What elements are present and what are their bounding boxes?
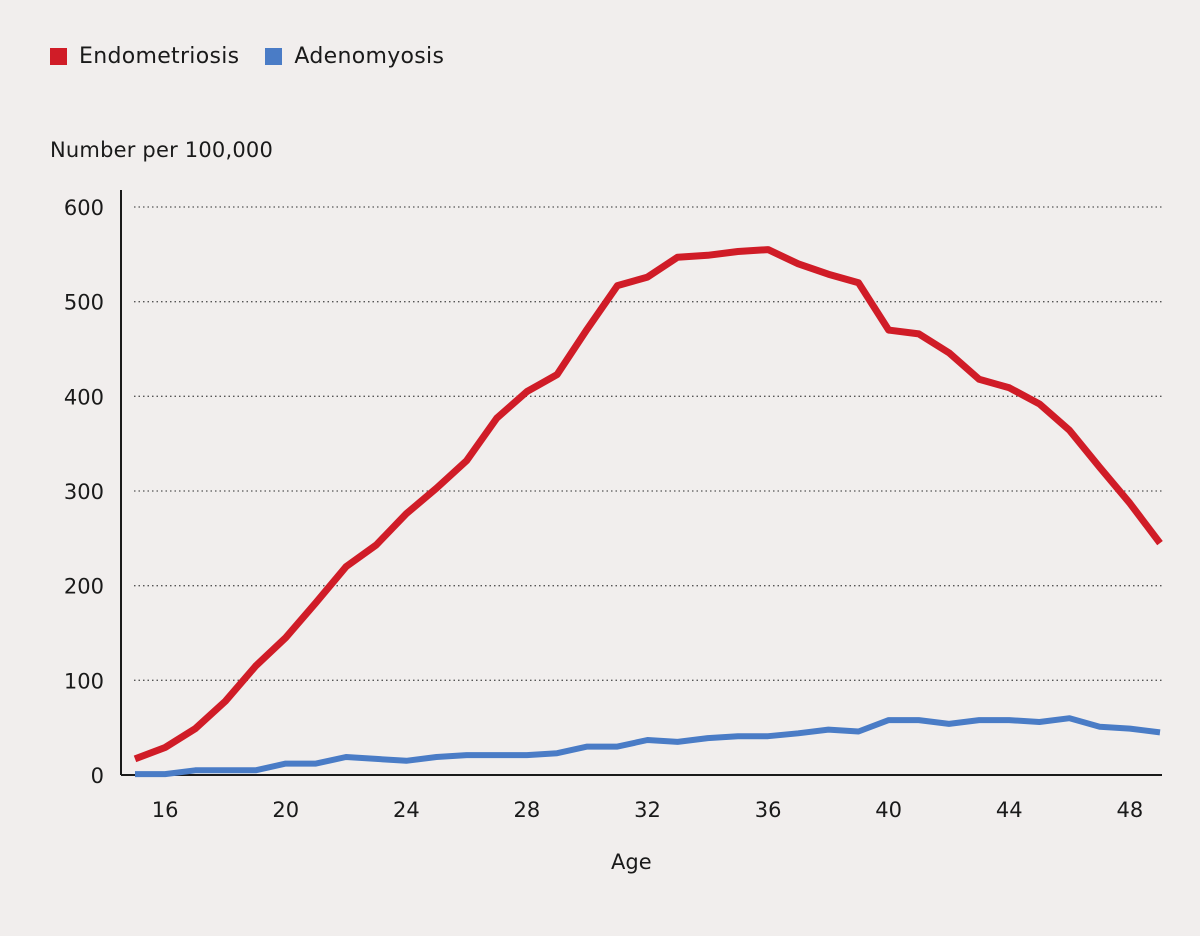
x-tick-label: 28: [514, 798, 541, 822]
x-tick-label: 44: [996, 798, 1023, 822]
series-line-adenomyosis: [135, 715, 1161, 778]
legend-label-adenomyosis: Adenomyosis: [294, 44, 445, 69]
y-tick-label: 500: [64, 291, 104, 315]
legend-label-endometriosis: Endometriosis: [79, 44, 240, 69]
x-tick-label: 20: [272, 798, 299, 822]
x-tick-label: 24: [393, 798, 420, 822]
y-tick-label: 0: [91, 764, 104, 788]
x-tick-label: 36: [755, 798, 782, 822]
legend-item-endometriosis: Endometriosis: [50, 44, 239, 69]
x-tick-label: 16: [152, 798, 179, 822]
x-tick-label: 32: [634, 798, 661, 822]
legend-swatch-adenomyosis: [265, 48, 283, 65]
y-tick-label: 100: [64, 669, 104, 693]
x-axis-label: Age: [611, 850, 652, 874]
legend-item-adenomyosis: Adenomyosis: [265, 44, 444, 69]
x-tick-label: 40: [875, 798, 902, 822]
y-tick-label: 400: [64, 385, 104, 409]
y-tick-label: 200: [64, 575, 104, 599]
y-axis-label: Number per 100,000: [50, 138, 274, 162]
x-tick-label: 48: [1116, 798, 1143, 822]
legend-swatch-endometriosis: [50, 48, 67, 65]
y-tick-label: 300: [64, 480, 104, 504]
legend: Endometriosis Adenomyosis: [50, 44, 470, 69]
series-line-endometriosis: [133, 246, 1163, 763]
y-tick-label: 600: [64, 196, 104, 220]
